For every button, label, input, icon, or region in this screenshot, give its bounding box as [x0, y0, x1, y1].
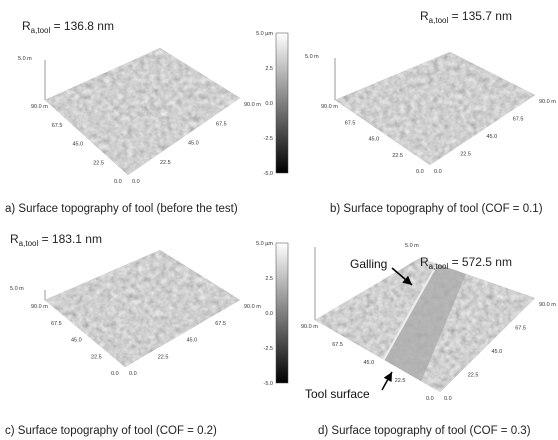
x-tick-label: 22.5	[93, 160, 104, 166]
z-tick-label: 5.0 m	[10, 286, 24, 292]
z-tick-label: 5.0 m	[305, 54, 319, 60]
surface-texture	[45, 48, 240, 175]
y-tick-label: 0.0	[132, 179, 140, 185]
x-tick-label: 0.0	[111, 371, 119, 377]
caption: b) Surface topography of tool (COF = 0.1…	[330, 203, 543, 215]
colorbar-label: -2.5	[264, 136, 273, 142]
caption: c) Surface topography of tool (COF = 0.2…	[5, 425, 217, 437]
colorbar-label: -5.0	[264, 381, 273, 387]
x-tick-label: 67.5	[51, 321, 62, 327]
x-tick-label: 90.0 m	[31, 304, 48, 310]
ra-symbol: R	[420, 9, 429, 23]
x-tick-label: 45.0	[73, 142, 84, 148]
y-tick-label: 90.0 m	[539, 302, 556, 308]
y-tick-label: 67.5	[515, 326, 526, 332]
ra-value: = 572.5 nm	[448, 255, 512, 269]
caption: a) Surface topography of tool (before th…	[5, 203, 238, 215]
y-tick-label: 90.0 m	[539, 99, 556, 105]
colorbar-label: 0.0	[265, 311, 273, 317]
roughness-label: Ra,tool = 136.8 nm	[22, 19, 114, 35]
ra-subscript: a,tool	[429, 262, 449, 271]
x-tick-label: 45.0	[364, 360, 375, 366]
y-tick-label: 67.5	[216, 121, 227, 127]
y-tick-label: 0.0	[444, 396, 452, 402]
colorbar-label: 5.0 µm	[256, 31, 273, 37]
figure: 0.0 22.5 45.0 67.5 90.0 m 0.0 22.5 45.0 67.5 90.0…	[0, 0, 558, 440]
x-tick-label: 22.5	[91, 354, 102, 360]
annotation: Galling	[350, 257, 387, 271]
x-tick-label: 45.0	[369, 137, 380, 143]
colorbar-label: 2.5	[265, 66, 273, 72]
ra-value: = 183.1 nm	[38, 232, 102, 246]
y-tick-label: 22.5	[468, 373, 479, 379]
x-tick-label: 67.5	[345, 120, 356, 126]
x-tick-label: 45.0	[71, 338, 82, 344]
caption: d) Surface topography of tool (COF = 0.3…	[318, 425, 531, 437]
x-tick-label: 90.0 m	[321, 104, 338, 110]
x-tick-label: 0.0	[416, 169, 424, 175]
colorbar-label: -5.0	[264, 171, 273, 177]
x-tick-label: 22.5	[395, 378, 406, 384]
z-tick-label: 5.0 m	[18, 56, 32, 62]
ra-symbol: R	[22, 19, 31, 33]
colorbar-label: -2.5	[264, 346, 273, 352]
y-tick-label: 22.5	[160, 160, 171, 166]
colorbar-label: 0.0	[265, 101, 273, 107]
y-tick-label: 0.0	[434, 169, 442, 175]
x-tick-label: 0.0	[426, 396, 434, 402]
ra-value: = 135.7 nm	[448, 9, 512, 23]
colorbar-label: 2.5	[265, 276, 273, 282]
ra-symbol: R	[420, 255, 429, 269]
y-tick-label: 45.0	[188, 141, 199, 147]
y-tick-label: 67.5	[513, 117, 524, 123]
y-tick-label: 90.0 m	[244, 102, 261, 108]
y-tick-label: 22.5	[460, 152, 471, 158]
ra-value: = 136.8 nm	[50, 19, 114, 33]
y-tick-label: 45.0	[492, 349, 503, 355]
roughness-label: Ra,tool = 183.1 nm	[10, 232, 102, 248]
ra-subscript: a,tool	[429, 16, 449, 25]
x-tick-label: 22.5	[392, 153, 403, 159]
roughness-label: Ra,tool = 135.7 nm	[420, 9, 512, 25]
annotation-arrow	[382, 372, 392, 390]
x-tick-label: 90.0 m	[301, 324, 318, 330]
y-tick-label: 67.5	[215, 321, 226, 327]
colorbar	[276, 33, 288, 173]
ra-subscript: a,tool	[19, 239, 39, 248]
x-tick-label: 67.5	[332, 342, 343, 348]
roughness-label: Ra,tool = 572.5 nm	[420, 255, 512, 271]
y-tick-label: 45.0	[487, 134, 498, 140]
surface-texture	[45, 250, 240, 367]
ra-subscript: a,tool	[31, 26, 51, 35]
annotation: Tool surface	[305, 387, 370, 401]
y-tick-label: 0.0	[129, 371, 137, 377]
colorbar-label: 5.0 µm	[256, 241, 273, 247]
x-tick-label: 90.0 m	[31, 104, 48, 110]
y-tick-label: 22.5	[158, 354, 169, 360]
colorbar	[276, 243, 288, 383]
z-tick-label: 5.0 m	[405, 243, 419, 249]
y-tick-label: 45.0	[187, 338, 198, 344]
surface-texture	[335, 52, 535, 165]
x-tick-label: 0.0	[114, 179, 122, 185]
x-tick-label: 67.5	[52, 123, 63, 129]
y-tick-label: 90.0 m	[244, 304, 261, 310]
ra-symbol: R	[10, 232, 19, 246]
